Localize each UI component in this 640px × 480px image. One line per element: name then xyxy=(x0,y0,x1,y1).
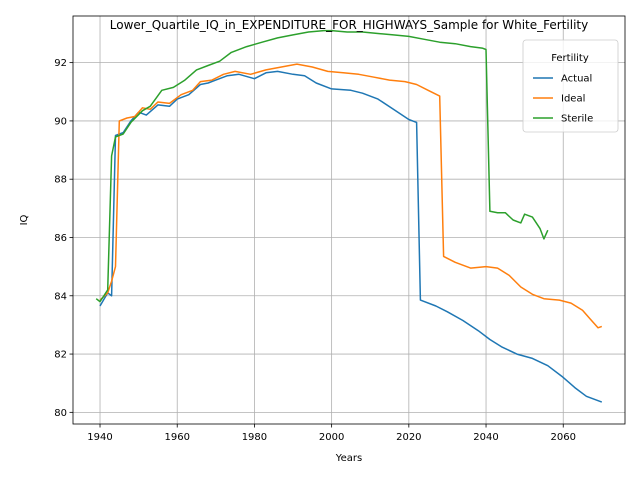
legend-label-sterile: Sterile xyxy=(561,114,593,125)
x-axis-label: Years xyxy=(335,453,362,464)
grid xyxy=(73,16,625,424)
x-tick-label: 1980 xyxy=(242,432,267,443)
y-tick-label: 90 xyxy=(54,116,67,127)
y-tick-label: 86 xyxy=(54,233,67,244)
x-tick-label: 2020 xyxy=(396,432,421,443)
y-tick-label: 92 xyxy=(54,58,67,69)
y-tick-label: 84 xyxy=(54,291,67,302)
x-axis: 1940 1960 1980 2000 2020 2040 2060 xyxy=(87,424,576,443)
y-axis-label: IQ xyxy=(19,214,30,225)
legend-entries: Actual Ideal Sterile xyxy=(533,74,593,125)
x-tick-label: 2000 xyxy=(319,432,344,443)
legend-label-actual: Actual xyxy=(561,74,592,85)
legend-box xyxy=(522,39,619,133)
chart-title: Lower_Quartile_IQ_in_EXPENDITURE_FOR_HIG… xyxy=(110,18,588,32)
x-tick-label: 1960 xyxy=(164,432,189,443)
y-tick-label: 88 xyxy=(54,175,67,186)
x-tick-label: 1940 xyxy=(87,432,112,443)
x-tick-label: 2060 xyxy=(551,432,576,443)
series-layer xyxy=(95,29,603,403)
legend: Fertility Actual Ideal Sterile xyxy=(522,39,619,133)
legend-label-ideal: Ideal xyxy=(561,94,585,105)
series-line-sterile xyxy=(95,29,549,303)
y-tick-label: 82 xyxy=(54,350,67,361)
plot-frame xyxy=(72,15,626,425)
legend-title: Fertility xyxy=(551,53,589,64)
y-tick-label: 80 xyxy=(54,408,67,419)
series-line-actual xyxy=(99,70,603,403)
y-axis: 80 82 84 86 88 90 92 xyxy=(54,58,73,419)
x-tick-label: 2040 xyxy=(473,432,498,443)
